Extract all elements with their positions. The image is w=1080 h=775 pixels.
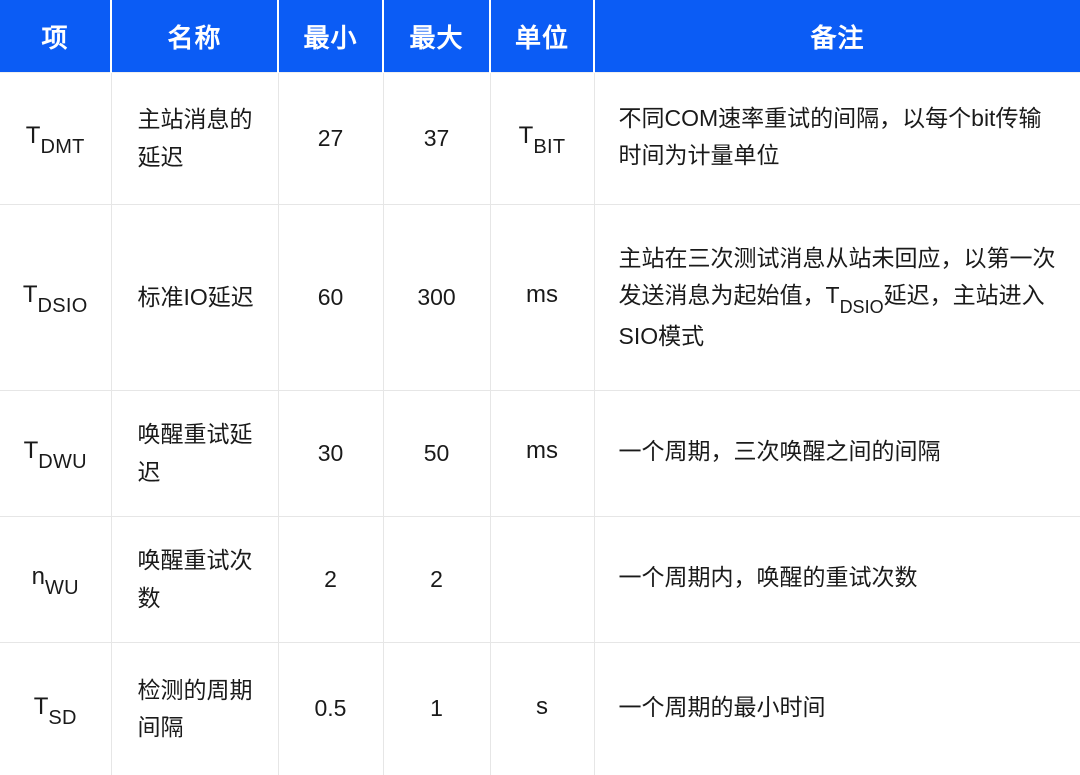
cell-name: 主站消息的延迟 (111, 73, 278, 205)
cell-max: 300 (383, 205, 490, 391)
name-text: 唤醒重试次数 (138, 542, 266, 617)
cell-min: 2 (278, 517, 383, 643)
cell-unit: ms (490, 391, 594, 517)
name-text: 唤醒重试延迟 (138, 416, 266, 491)
cell-remark: 一个周期的最小时间 (594, 643, 1080, 775)
remark-text: 主站在三次测试消息从站未回应，以第一次发送消息为起始值，TDSIO延迟，主站进入… (619, 240, 1059, 355)
cell-max: 2 (383, 517, 490, 643)
cell-item: TSD (0, 643, 111, 775)
cell-remark: 主站在三次测试消息从站未回应，以第一次发送消息为起始值，TDSIO延迟，主站进入… (594, 205, 1080, 391)
cell-remark: 不同COM速率重试的间隔，以每个bit传输时间为计量单位 (594, 73, 1080, 205)
symbol-base: T (24, 437, 39, 464)
symbol-tsd: TSD (34, 693, 77, 720)
cell-unit: TBIT (490, 73, 594, 205)
table-row: TDMT 主站消息的延迟 27 37 TBIT 不同COM速率重试的间隔，以每个… (0, 73, 1080, 205)
symbol-tdsio: TDSIO (23, 281, 88, 308)
symbol-subscript: SD (48, 707, 76, 729)
cell-name: 检测的周期间隔 (111, 643, 278, 775)
cell-unit: ms (490, 205, 594, 391)
column-header-min: 最小 (278, 0, 383, 73)
unit-base: s (536, 693, 548, 720)
remark-pre: 一个周期的最小时间 (619, 694, 826, 720)
remark-pre: 一个周期，三次唤醒之间的间隔 (619, 438, 941, 464)
symbol-nwu: nWU (32, 563, 79, 590)
remark-text: 不同COM速率重试的间隔，以每个bit传输时间为计量单位 (619, 100, 1059, 178)
table-row: nWU 唤醒重试次数 2 2 一个周期内，唤醒的重试次数 (0, 517, 1080, 643)
unit-ms: ms (526, 281, 558, 308)
cell-name: 唤醒重试延迟 (111, 391, 278, 517)
unit-subscript: BIT (533, 136, 565, 158)
column-header-remark: 备注 (594, 0, 1080, 73)
cell-min: 60 (278, 205, 383, 391)
symbol-base: T (34, 693, 49, 720)
symbol-base: T (23, 281, 38, 308)
unit-base: ms (526, 281, 558, 308)
cell-max: 50 (383, 391, 490, 517)
column-header-max: 最大 (383, 0, 490, 73)
remark-symbol: TDSIO (826, 282, 884, 308)
symbol-tdmt: TDMT (26, 122, 85, 149)
cell-max: 37 (383, 73, 490, 205)
cell-unit (490, 517, 594, 643)
cell-min: 30 (278, 391, 383, 517)
cell-unit: s (490, 643, 594, 775)
cell-remark: 一个周期内，唤醒的重试次数 (594, 517, 1080, 643)
symbol-subscript: DSIO (38, 295, 88, 317)
header-row: 项 名称 最小 最大 单位 备注 (0, 0, 1080, 73)
column-header-unit: 单位 (490, 0, 594, 73)
symbol-subscript: DWU (38, 451, 87, 473)
cell-item: nWU (0, 517, 111, 643)
cell-item: TDSIO (0, 205, 111, 391)
unit-tbit: TBIT (519, 122, 566, 149)
cell-min: 27 (278, 73, 383, 205)
table-row: TDSIO 标准IO延迟 60 300 ms 主站在三次测试消息从站未回应，以第… (0, 205, 1080, 391)
remark-symbol-subscript: DSIO (840, 297, 884, 317)
remark-pre: 一个周期内，唤醒的重试次数 (619, 564, 918, 590)
column-header-name: 名称 (111, 0, 278, 73)
cell-max: 1 (383, 643, 490, 775)
table-row: TDWU 唤醒重试延迟 30 50 ms 一个周期，三次唤醒之间的间隔 (0, 391, 1080, 517)
remark-text: 一个周期，三次唤醒之间的间隔 (619, 433, 1059, 474)
cell-item: TDMT (0, 73, 111, 205)
symbol-tdwu: TDWU (24, 437, 87, 464)
symbol-base: n (32, 563, 45, 590)
cell-min: 0.5 (278, 643, 383, 775)
symbol-base: T (26, 122, 41, 149)
cell-item: TDWU (0, 391, 111, 517)
remark-pre: 不同COM速率重试的间隔，以每个bit传输时间为计量单位 (619, 105, 1042, 168)
name-text: 检测的周期间隔 (138, 672, 266, 747)
remark-symbol-base: T (826, 282, 840, 308)
cell-name: 唤醒重试次数 (111, 517, 278, 643)
symbol-subscript: WU (45, 577, 79, 599)
cell-remark: 一个周期，三次唤醒之间的间隔 (594, 391, 1080, 517)
table-row: TSD 检测的周期间隔 0.5 1 s 一个周期的最小时间 (0, 643, 1080, 775)
column-header-item: 项 (0, 0, 111, 73)
remark-text: 一个周期的最小时间 (619, 689, 1059, 730)
remark-text: 一个周期内，唤醒的重试次数 (619, 559, 1059, 600)
symbol-subscript: DMT (40, 136, 84, 158)
unit-base: ms (526, 437, 558, 464)
name-text: 主站消息的延迟 (138, 101, 266, 176)
cell-name: 标准IO延迟 (111, 205, 278, 391)
unit-s: s (536, 693, 548, 720)
unit-base: T (519, 122, 534, 149)
table-header: 项 名称 最小 最大 单位 备注 (0, 0, 1080, 73)
unit-ms: ms (526, 437, 558, 464)
name-text: 标准IO延迟 (138, 279, 266, 316)
